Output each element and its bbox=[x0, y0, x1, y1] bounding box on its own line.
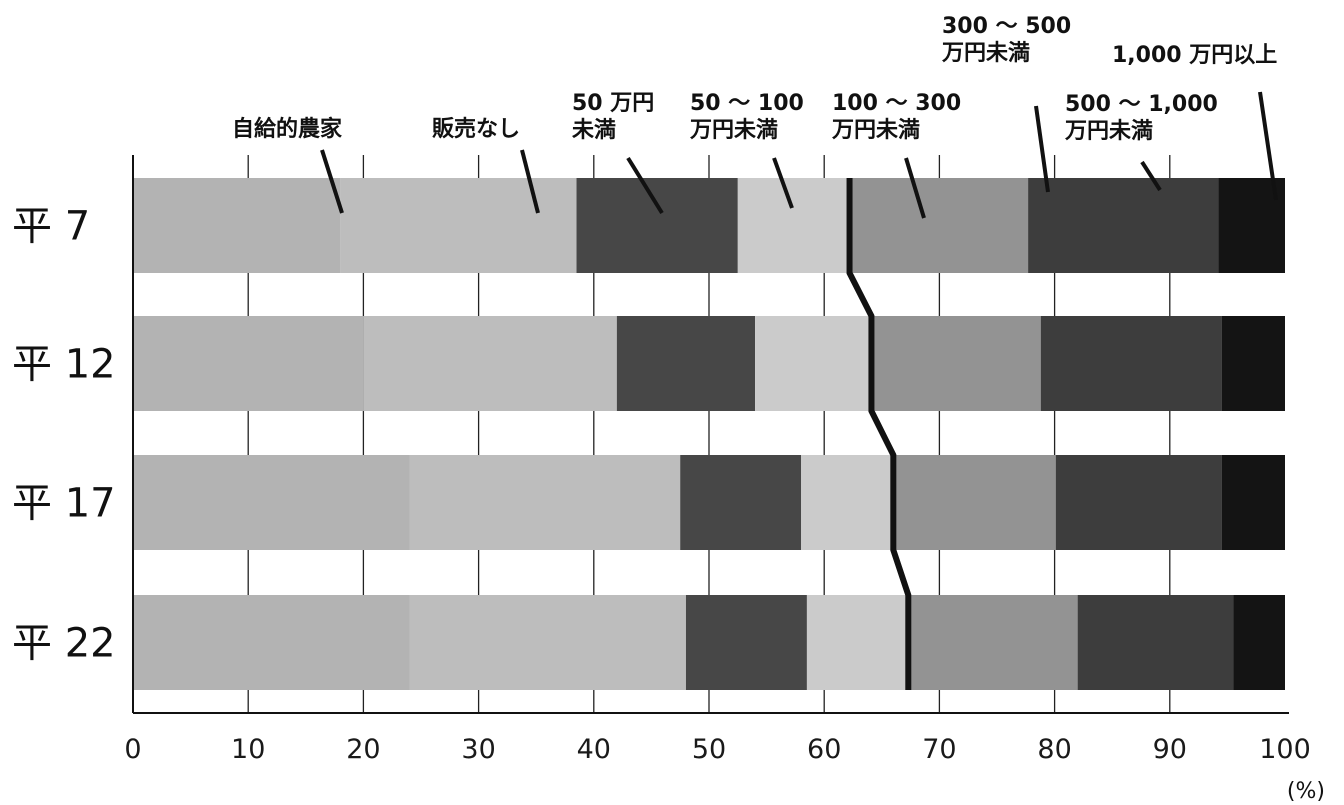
callout-label: 300 〜 500 bbox=[942, 14, 1071, 39]
bar-segment bbox=[1233, 595, 1285, 690]
category-label: 平 7 bbox=[12, 204, 90, 250]
callout-label: 万円未満 bbox=[1064, 118, 1153, 144]
x-tick-label: 50 bbox=[692, 734, 726, 765]
bar-segment bbox=[1040, 316, 1222, 411]
bar-segment bbox=[363, 316, 617, 411]
callout-label: 1,000 万円以上 bbox=[1112, 43, 1277, 68]
bar-segment bbox=[685, 595, 807, 690]
callout-label: 万円未満 bbox=[941, 40, 1030, 66]
callout-label: 500 〜 1,000 bbox=[1065, 92, 1218, 117]
category-label: 平 22 bbox=[12, 621, 116, 667]
bar-segment bbox=[893, 455, 1056, 550]
x-tick-label: 70 bbox=[922, 734, 956, 765]
callout-label: 自給的農家 bbox=[232, 116, 343, 142]
bar-segment bbox=[576, 178, 738, 273]
callout-leader-line bbox=[1034, 105, 1050, 193]
callout-leader-line bbox=[626, 156, 664, 215]
x-tick-label: 30 bbox=[461, 734, 495, 765]
callout-label: 販売なし bbox=[432, 116, 520, 142]
bar-segment bbox=[737, 178, 850, 273]
x-tick-label: 90 bbox=[1153, 734, 1187, 765]
x-tick-label: 10 bbox=[231, 734, 265, 765]
bar-segment bbox=[806, 595, 909, 690]
x-tick-label: 100 bbox=[1259, 734, 1311, 765]
callout-leader-line bbox=[320, 149, 344, 214]
bar-segment bbox=[908, 595, 1078, 690]
callout-label: 50 〜 100 bbox=[690, 91, 804, 116]
callout-leader-line bbox=[1258, 91, 1278, 201]
bar-segment bbox=[409, 595, 686, 690]
callout-label: 50 万円 bbox=[572, 91, 654, 116]
bar-segment bbox=[1077, 595, 1234, 690]
bar-segment bbox=[133, 455, 410, 550]
callout-leader-line bbox=[904, 157, 926, 219]
bar-segment bbox=[340, 178, 577, 273]
callout-label: 100 〜 300 bbox=[832, 91, 961, 116]
bar-segment bbox=[1221, 316, 1285, 411]
category-label: 平 12 bbox=[12, 342, 116, 388]
category-label: 平 17 bbox=[12, 481, 116, 527]
x-tick-label: 20 bbox=[346, 734, 380, 765]
bar-segment bbox=[849, 178, 1029, 273]
bar-segment bbox=[1028, 178, 1219, 273]
callout-leader-line bbox=[772, 157, 794, 209]
boundary-connector-line bbox=[846, 178, 912, 690]
bar-segment bbox=[1055, 455, 1222, 550]
x-tick-label: 60 bbox=[807, 734, 841, 765]
bar-segment bbox=[801, 455, 894, 550]
bar-segment bbox=[133, 316, 364, 411]
x-tick-label: 0 bbox=[124, 734, 141, 765]
bar-segment bbox=[409, 455, 681, 550]
bar-segment bbox=[1221, 455, 1285, 550]
bar-segment bbox=[616, 316, 756, 411]
callout-leader-line bbox=[1140, 160, 1162, 192]
callout-label: 万円未満 bbox=[831, 117, 920, 143]
unit-label: (%) bbox=[1287, 779, 1325, 804]
bar-segment bbox=[680, 455, 802, 550]
x-tick-label: 80 bbox=[1037, 734, 1071, 765]
x-tick-label: 40 bbox=[577, 734, 611, 765]
bar-segment bbox=[755, 316, 872, 411]
bar-segment bbox=[871, 316, 1041, 411]
bar-segment bbox=[133, 178, 341, 273]
callout-label: 万円未満 bbox=[689, 117, 778, 143]
callout-label: 未満 bbox=[572, 117, 616, 143]
callout-leader-line bbox=[520, 149, 540, 214]
bar-segment bbox=[133, 595, 410, 690]
